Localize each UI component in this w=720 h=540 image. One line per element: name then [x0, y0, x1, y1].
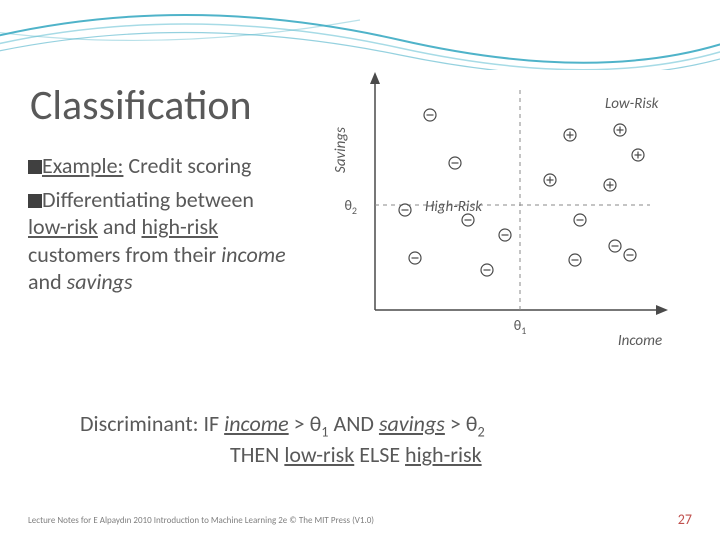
disc-word: Discriminant:	[80, 410, 204, 437]
b2-savings: savings	[67, 268, 133, 295]
bullet1-prefix: Example:	[42, 152, 123, 179]
disc-high: high-risk	[405, 441, 482, 468]
discriminant-rule: Discriminant: IF income > θ1 AND savings…	[80, 410, 680, 469]
bullet-1: Example: Credit scoring	[28, 152, 288, 180]
discriminant-line-1: Discriminant: IF income > θ1 AND savings…	[80, 410, 680, 441]
svg-text:θ2: θ2	[344, 197, 357, 217]
bullet-list: Example: Credit scoring Differentiating …	[28, 152, 288, 302]
disc-income: income	[224, 410, 289, 437]
disc-gt2: > θ	[445, 410, 478, 437]
disc-sub1: 1	[321, 422, 328, 440]
discriminant-line-2: THEN low-risk ELSE high-risk	[80, 441, 680, 469]
bullet-marker-icon	[28, 194, 42, 208]
svg-text:Savings: Savings	[332, 127, 350, 173]
b2-prefix: Differentiating between	[42, 186, 254, 213]
bullet-2: Differentiating between low-risk and hig…	[28, 186, 288, 296]
scatter-chart: θ2 θ1 Savings Income Low-Risk High-Risk	[320, 60, 700, 390]
disc-and: AND	[329, 410, 379, 437]
bullet-marker-icon	[28, 160, 42, 174]
b2-mid: and	[98, 213, 142, 240]
disc-sub2: 2	[477, 422, 484, 440]
page-number: 27	[678, 511, 692, 528]
b2-low: low-risk	[28, 213, 98, 240]
disc-gt1: > θ	[289, 410, 322, 437]
svg-text:Income: Income	[618, 332, 662, 350]
disc-if: IF	[204, 410, 225, 437]
svg-text:High-Risk: High-Risk	[425, 198, 482, 216]
disc-else: ELSE	[354, 441, 405, 468]
footer-text: Lecture Notes for E Alpaydın 2010 Introd…	[28, 515, 374, 526]
disc-then: THEN	[230, 441, 284, 468]
b2-income: income	[221, 241, 286, 268]
b2-high: high-risk	[142, 213, 219, 240]
svg-text:θ1: θ1	[514, 317, 527, 337]
b2-and: and	[28, 268, 67, 295]
svg-text:Low-Risk: Low-Risk	[605, 95, 659, 113]
slide-title: Classification	[30, 80, 252, 131]
b2-rest1: customers from their	[28, 241, 221, 268]
disc-savings: savings	[379, 410, 445, 437]
disc-low: low-risk	[284, 441, 354, 468]
bullet1-rest: Credit scoring	[123, 152, 251, 179]
